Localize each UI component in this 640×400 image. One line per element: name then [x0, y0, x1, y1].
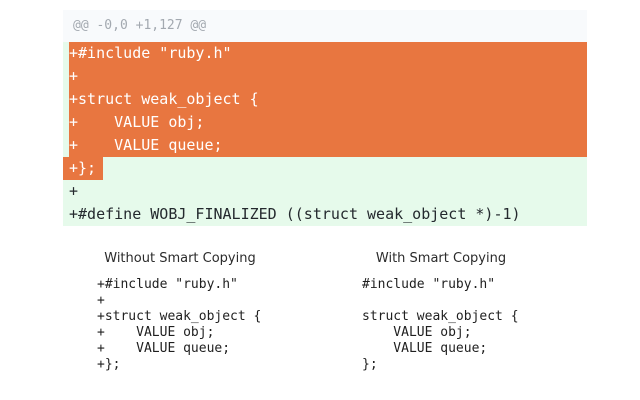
code-sample-with: #include "ruby.h" struct weak_object { V… [362, 277, 519, 372]
diff-added-block[interactable]: +#include "ruby.h" + +struct weak_object {… [63, 42, 587, 226]
comparison-title-with: With Smart Copying [375, 251, 507, 266]
selection-highlight: +}; [63, 157, 104, 180]
code-sample-without: +#include "ruby.h" + +struct weak_object… [97, 277, 262, 372]
diff-line-selected[interactable]: + VALUE obj; [69, 111, 587, 134]
diff-line-selected[interactable]: +struct weak_object { [69, 88, 587, 111]
diff-line-selected[interactable]: + VALUE queue; [69, 134, 587, 157]
comparison-column-without: Without Smart Copying +#include "ruby.h"… [97, 251, 263, 373]
diff-line-selected[interactable]: + [69, 65, 587, 88]
diff-line-selected[interactable]: +}; [63, 157, 587, 180]
diff-line-selected[interactable]: +#include "ruby.h" [69, 42, 587, 65]
comparison-column-with: With Smart Copying #include "ruby.h" str… [362, 251, 520, 373]
diff-viewer: @@ -0,0 +1,127 @@ +#include "ruby.h" + +st… [63, 10, 587, 226]
diff-line[interactable]: +#define WOBJ_FINALIZED ((struct weak_ob… [69, 205, 521, 223]
hunk-header: @@ -0,0 +1,127 @@ [63, 10, 587, 42]
diff-line[interactable]: + [69, 182, 79, 200]
comparison-title-without: Without Smart Copying [104, 251, 256, 266]
